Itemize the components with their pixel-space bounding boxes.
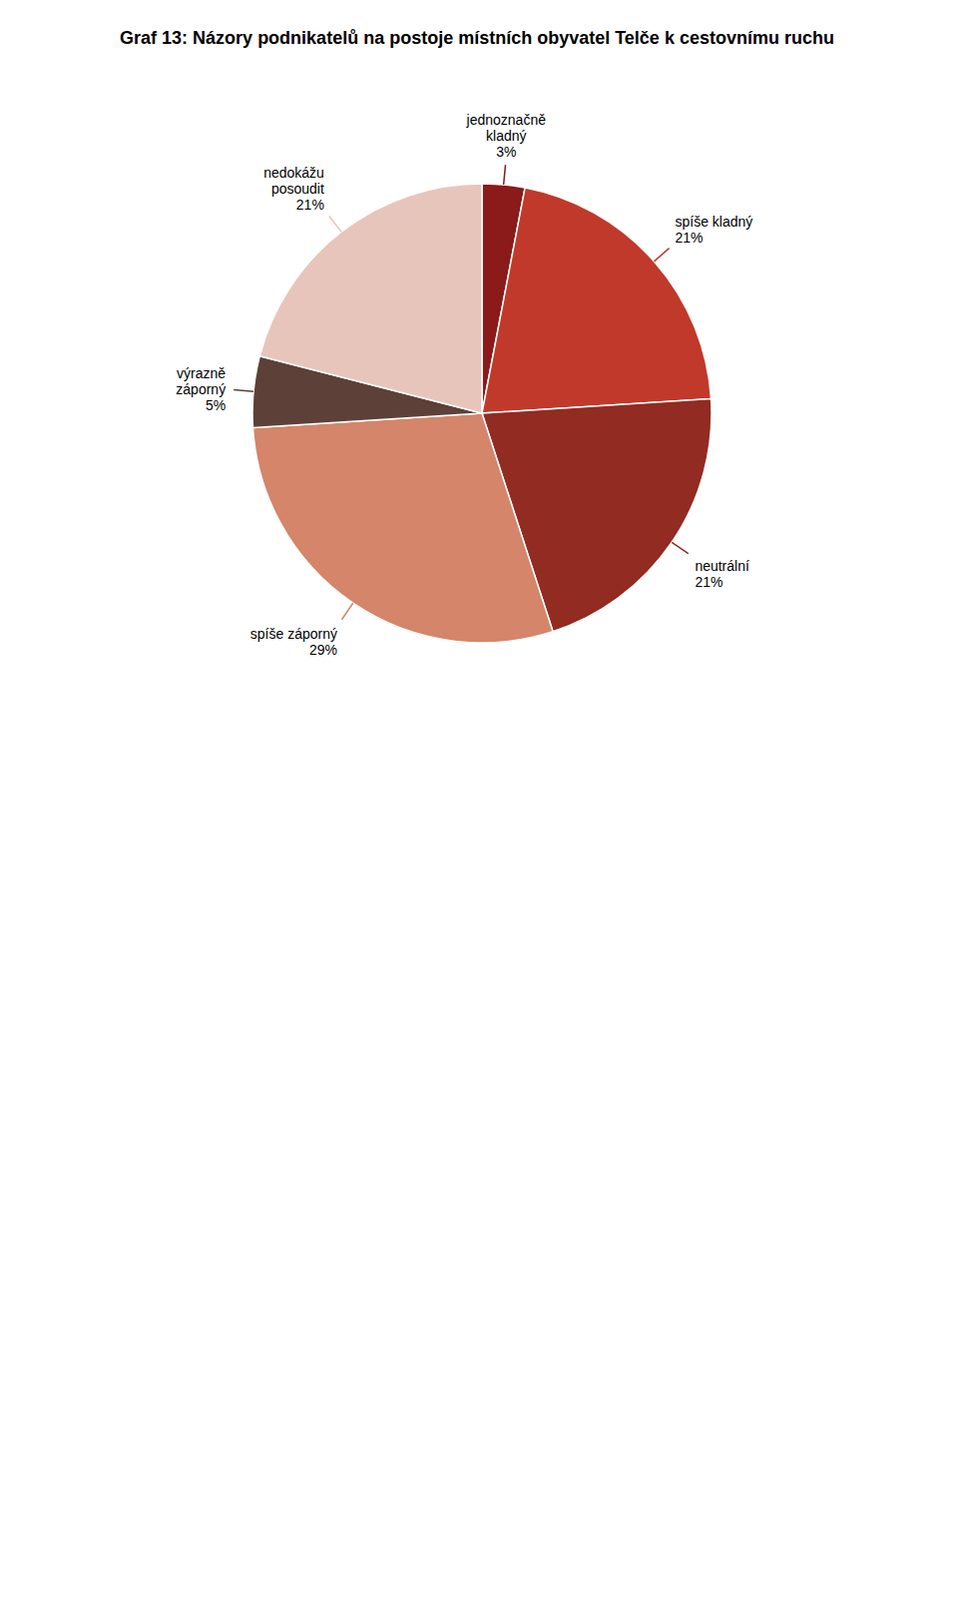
html-text:Graf 13: Názory podnikatelů na: Graf 13: Názory podnikatelů na postoje m… [119, 27, 835, 48]
svg-text:neutrální21%: neutrální21% [694, 557, 750, 590]
svg-text:nedokážuposoudit21%: nedokážuposoudit21% [263, 164, 325, 213]
svg-text:jednoznačněkladný3%: jednoznačněkladný3% [466, 111, 547, 160]
svg-text:výraznězáporný5%: výraznězáporný5% [175, 365, 226, 414]
svg-text:spíše kladný21%: spíše kladný21% [675, 213, 754, 246]
svg-text:spíše záporný29%: spíše záporný29% [250, 625, 338, 658]
